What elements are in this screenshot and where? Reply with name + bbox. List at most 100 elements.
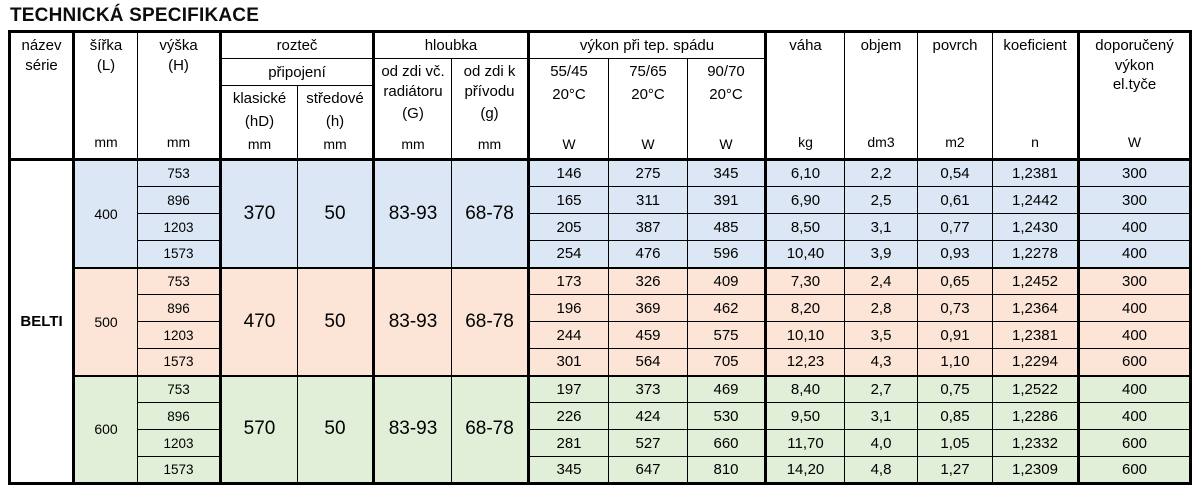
table-row: 500 753 470 50 83-93 68-78 173 326 409 7,30 2,4 0,6… <box>10 266 1191 376</box>
header-pitch-classic: klasické (hD) mm <box>219 85 298 160</box>
cell-coefficient: 1,2430 <box>992 213 1079 241</box>
cell-weight: 7,30 <box>764 266 845 295</box>
cell-volume: 2,7 <box>844 374 918 403</box>
cell-depth-incl-radiator: 83-93 <box>372 374 452 484</box>
cell-el-power: 400 <box>1077 374 1191 403</box>
cell-weight: 8,20 <box>764 294 845 322</box>
cell-weight: 6,10 <box>764 158 845 187</box>
cell-power-90-70: 660 <box>687 429 766 457</box>
header-power-group: výkon při tep. spádu <box>527 31 766 59</box>
header-depth-from-wall-incl-radiator: od zdi vč. radiátoru (G) mm <box>372 58 452 160</box>
cell-volume: 3,9 <box>844 240 918 268</box>
cell-power-75-65: 527 <box>608 429 688 457</box>
cell-power-90-70: 462 <box>687 294 766 322</box>
header-pitch-central: středové (h) mm <box>297 85 374 160</box>
cell-el-power: 300 <box>1077 158 1191 187</box>
header-power-55-45: 55/45 20°C W <box>527 58 609 160</box>
spec-table: název série šířka (L) mm výška (H) mm ro… <box>8 30 1192 485</box>
cell-weight: 8,40 <box>764 374 845 403</box>
cell-volume: 3,1 <box>844 402 918 430</box>
header-weight: váha kg <box>764 31 845 160</box>
header-series-name: název série <box>9 31 74 160</box>
cell-coefficient: 1,2452 <box>992 266 1079 295</box>
cell-pitch-classic: 570 <box>219 374 298 484</box>
table-row: 1203 281 527 660 11,70 4,0 1,05 1,2332 600 <box>10 429 1191 457</box>
cell-power-90-70: 575 <box>687 321 766 349</box>
cell-depth-incl-radiator: 83-93 <box>372 266 452 376</box>
table-row: BELTI 400 753 370 50 83-93 68-78 146 275 345 6,10 2… <box>9 158 1191 484</box>
cell-weight: 6,90 <box>764 186 845 214</box>
cell-el-power: 400 <box>1077 213 1191 241</box>
cell-coefficient: 1,2278 <box>992 240 1079 268</box>
cell-width: 600 <box>72 374 138 484</box>
cell-power-75-65: 476 <box>608 240 688 268</box>
header-depth-group: hloubka <box>372 31 529 59</box>
header-recommended-el-power: doporučený výkon el.tyče W <box>1077 31 1191 160</box>
cell-surface: 0,77 <box>917 213 993 241</box>
cell-coefficient: 1,2294 <box>992 348 1079 376</box>
cell-volume: 4,3 <box>844 348 918 376</box>
cell-el-power: 400 <box>1077 294 1191 322</box>
header-connection: připojení <box>219 58 374 86</box>
cell-power-90-70: 596 <box>687 240 766 268</box>
cell-series-name: BELTI <box>9 158 75 484</box>
cell-volume: 3,1 <box>844 213 918 241</box>
page-title: TECHNICKÁ SPECIFIKACE <box>10 5 260 26</box>
cell-power-75-65: 387 <box>608 213 688 241</box>
cell-height: 753 <box>137 266 221 295</box>
cell-volume: 4,8 <box>844 456 918 484</box>
cell-el-power: 600 <box>1077 348 1191 376</box>
cell-height: 1573 <box>137 240 221 268</box>
cell-height: 896 <box>137 186 221 214</box>
cell-surface: 1,05 <box>917 429 993 457</box>
cell-pitch-central: 50 <box>297 374 374 484</box>
cell-surface: 0,73 <box>917 294 993 322</box>
cell-weight: 10,10 <box>764 321 845 349</box>
cell-weight: 8,50 <box>764 213 845 241</box>
cell-coefficient: 1,2381 <box>992 158 1079 187</box>
cell-el-power: 300 <box>1077 266 1191 295</box>
cell-power-90-70: 391 <box>687 186 766 214</box>
cell-power-55-45: 226 <box>527 402 609 430</box>
cell-depth-to-inlet: 68-78 <box>451 374 529 484</box>
cell-power-55-45: 244 <box>527 321 609 349</box>
cell-coefficient: 1,2442 <box>992 186 1079 214</box>
cell-surface: 1,10 <box>917 348 993 376</box>
cell-power-75-65: 459 <box>608 321 688 349</box>
cell-power-75-65: 564 <box>608 348 688 376</box>
cell-surface: 0,65 <box>917 266 993 295</box>
cell-power-90-70: 469 <box>687 374 766 403</box>
cell-width: 400 <box>72 158 138 268</box>
table-row: 1573 345 647 810 14,20 4,8 1,27 1,2309 600 <box>10 456 1191 484</box>
cell-weight: 9,50 <box>764 402 845 430</box>
table-row: 1573 301 564 705 12,23 4,3 1,10 1,2294 600 <box>10 348 1191 376</box>
cell-depth-incl-radiator: 83-93 <box>372 158 452 268</box>
cell-power-75-65: 369 <box>608 294 688 322</box>
cell-height: 1203 <box>137 429 221 457</box>
cell-volume: 2,5 <box>844 186 918 214</box>
cell-power-75-65: 373 <box>608 374 688 403</box>
cell-el-power: 400 <box>1077 402 1191 430</box>
header-height: výška (H) mm <box>137 31 221 160</box>
cell-depth-to-inlet: 68-78 <box>451 158 529 268</box>
cell-power-55-45: 281 <box>527 429 609 457</box>
cell-height: 1203 <box>137 213 221 241</box>
cell-power-55-45: 254 <box>527 240 609 268</box>
cell-pitch-central: 50 <box>297 158 374 268</box>
cell-height: 753 <box>137 158 221 187</box>
cell-el-power: 600 <box>1077 429 1191 457</box>
cell-power-55-45: 197 <box>527 374 609 403</box>
cell-el-power: 400 <box>1077 240 1191 268</box>
cell-power-90-70: 810 <box>687 456 766 484</box>
cell-height: 896 <box>137 294 221 322</box>
cell-weight: 14,20 <box>764 456 845 484</box>
cell-volume: 4,0 <box>844 429 918 457</box>
cell-el-power: 400 <box>1077 321 1191 349</box>
cell-power-55-45: 196 <box>527 294 609 322</box>
cell-power-55-45: 345 <box>527 456 609 484</box>
table-row: 896 165 311 391 6,90 2,5 0,61 1,2442 300 <box>10 186 1191 214</box>
header-volume: objem dm3 <box>844 31 918 160</box>
header-power-90-70: 90/70 20°C W <box>687 58 766 160</box>
cell-pitch-classic: 470 <box>219 266 298 376</box>
cell-power-55-45: 173 <box>527 266 609 295</box>
